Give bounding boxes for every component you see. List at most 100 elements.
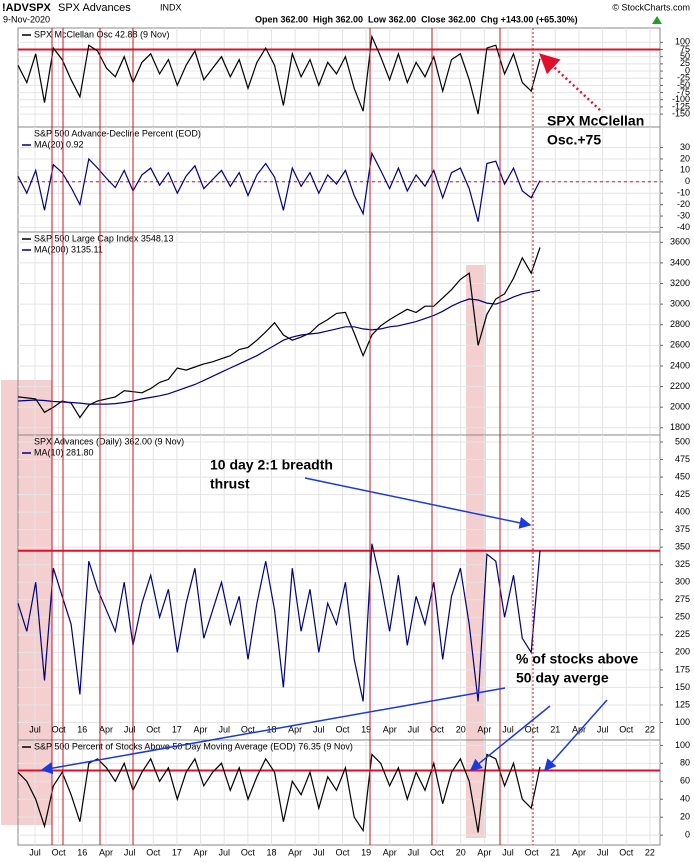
x-tick-label: 16 — [77, 724, 87, 734]
y-tick-label: 0 — [685, 176, 690, 186]
panel: 100 125 150 175 200 225 250 275 300 325 350 375 400 4… — [17, 434, 690, 741]
x-tick-label: Jul — [313, 724, 325, 734]
annotation: % of stocks above — [516, 651, 638, 667]
legend-label: S&P 500 Large Cap Index 3548.13 — [34, 233, 173, 243]
y-tick-label: -150 — [672, 108, 690, 118]
series-line — [17, 34, 541, 115]
x-tick-label: 21 — [550, 847, 560, 857]
x-tick-label: Jul — [29, 724, 41, 734]
y-tick-label: 1800 — [670, 422, 690, 432]
x-tick-label: Jul — [313, 847, 325, 857]
x-tick-label: Oct — [525, 847, 540, 857]
y-tick-label: 2000 — [670, 402, 690, 412]
arrow — [544, 699, 608, 772]
x-tick-label: 17 — [172, 847, 182, 857]
y-tick-label: -50 — [677, 80, 690, 90]
y-tick-label: 300 — [675, 577, 690, 587]
x-tick-label: 16 — [77, 847, 87, 857]
x-tick-label: 17 — [172, 724, 182, 734]
y-tick-label: 450 — [675, 471, 690, 481]
highlight-zone — [1, 380, 52, 825]
y-tick-label: -75 — [677, 87, 690, 97]
x-tick-label: Jul — [218, 724, 230, 734]
y-tick-label: 100 — [675, 717, 690, 727]
y-tick-label: 0 — [685, 65, 690, 75]
y-tick-label: -125 — [672, 101, 690, 111]
x-tick-label: Jul — [408, 847, 420, 857]
y-tick-label: 400 — [675, 507, 690, 517]
x-tick-label: 20 — [456, 724, 466, 734]
x-tick-label: Oct — [146, 724, 161, 734]
x-tick-label: Apr — [477, 847, 491, 857]
x-tick-label: Oct — [52, 847, 67, 857]
x-tick-label: 22 — [645, 724, 655, 734]
x-tick-label: Jul — [218, 847, 230, 857]
y-tick-label: 80 — [680, 758, 690, 768]
series-line — [17, 151, 541, 222]
y-tick-label: 500 — [675, 436, 690, 446]
y-tick-label: -100 — [672, 94, 690, 104]
panel-title: SPX Advances (Daily) 362.00 (9 Nov) — [34, 436, 184, 446]
x-tick-label: Jul — [502, 724, 514, 734]
symbol-name: SPX Advances — [58, 2, 131, 14]
y-tick-label: 350 — [675, 542, 690, 552]
y-tick-label: -25 — [677, 73, 690, 83]
y-tick-label: 425 — [675, 489, 690, 499]
y-tick-label: -20 — [677, 199, 690, 209]
y-tick-label: 2800 — [670, 319, 690, 329]
x-tick-label: Jul — [408, 724, 420, 734]
x-tick-label: Jul — [502, 847, 514, 857]
x-tick-label: Apr — [572, 724, 586, 734]
x-tick-label: Apr — [383, 724, 397, 734]
y-tick-label: 100 — [675, 37, 690, 47]
quote: Open 362.00 High 362.00 Low 362.00 Close… — [255, 14, 578, 24]
arrow — [469, 705, 551, 771]
x-tick-label: Apr — [194, 847, 208, 857]
x-tick-label: Jul — [29, 847, 41, 857]
arrow — [304, 477, 532, 529]
date: 9-Nov-2020 — [3, 14, 50, 24]
symbol: !ADVSPX — [2, 2, 52, 14]
x-tick-label: Apr — [288, 847, 302, 857]
series-line — [17, 753, 541, 833]
y-tick-label: 2400 — [670, 360, 690, 370]
y-tick-label: 75 — [680, 44, 690, 54]
y-tick-label: 175 — [675, 664, 690, 674]
y-tick-label: 3600 — [670, 237, 690, 247]
x-tick-label: Oct — [241, 724, 256, 734]
x-tick-label: Oct — [430, 847, 445, 857]
arrows — [40, 53, 608, 775]
y-tick-label: 475 — [675, 454, 690, 464]
annotation: 50 day averge — [516, 670, 609, 686]
x-tick-label: Apr — [383, 847, 397, 857]
y-tick-label: 0 — [685, 830, 690, 840]
y-tick-label: 125 — [675, 699, 690, 709]
x-tick-label: Oct — [525, 724, 540, 734]
series-line — [17, 543, 541, 702]
x-tick-label: Jul — [124, 847, 136, 857]
annotation: Osc.+75 — [547, 132, 601, 148]
x-tick-label: Oct — [619, 724, 634, 734]
x-tick-label: Apr — [288, 724, 302, 734]
y-tick-label: 2200 — [670, 381, 690, 391]
legend-label: MA(200) 3135.11 — [34, 244, 103, 254]
x-tick-label: Apr — [99, 847, 113, 857]
up-icon — [652, 16, 662, 24]
x-tick-label: 19 — [361, 847, 371, 857]
x-tick-label: Oct — [146, 847, 161, 857]
y-tick-label: 30 — [680, 142, 690, 152]
x-tick-label: Oct — [430, 724, 445, 734]
y-tick-label: 325 — [675, 559, 690, 569]
event-lines — [51, 28, 534, 845]
x-tick-label: 20 — [456, 847, 466, 857]
legend-label: SPX McClellan Osc 42.88 (9 Nov) — [34, 29, 170, 39]
series-line — [17, 289, 541, 405]
annotation: 10 day 2:1 breadth — [210, 457, 333, 473]
x-tick-label: Oct — [241, 847, 256, 857]
x-tick-label: 18 — [266, 847, 276, 857]
y-tick-label: 10 — [680, 165, 690, 175]
